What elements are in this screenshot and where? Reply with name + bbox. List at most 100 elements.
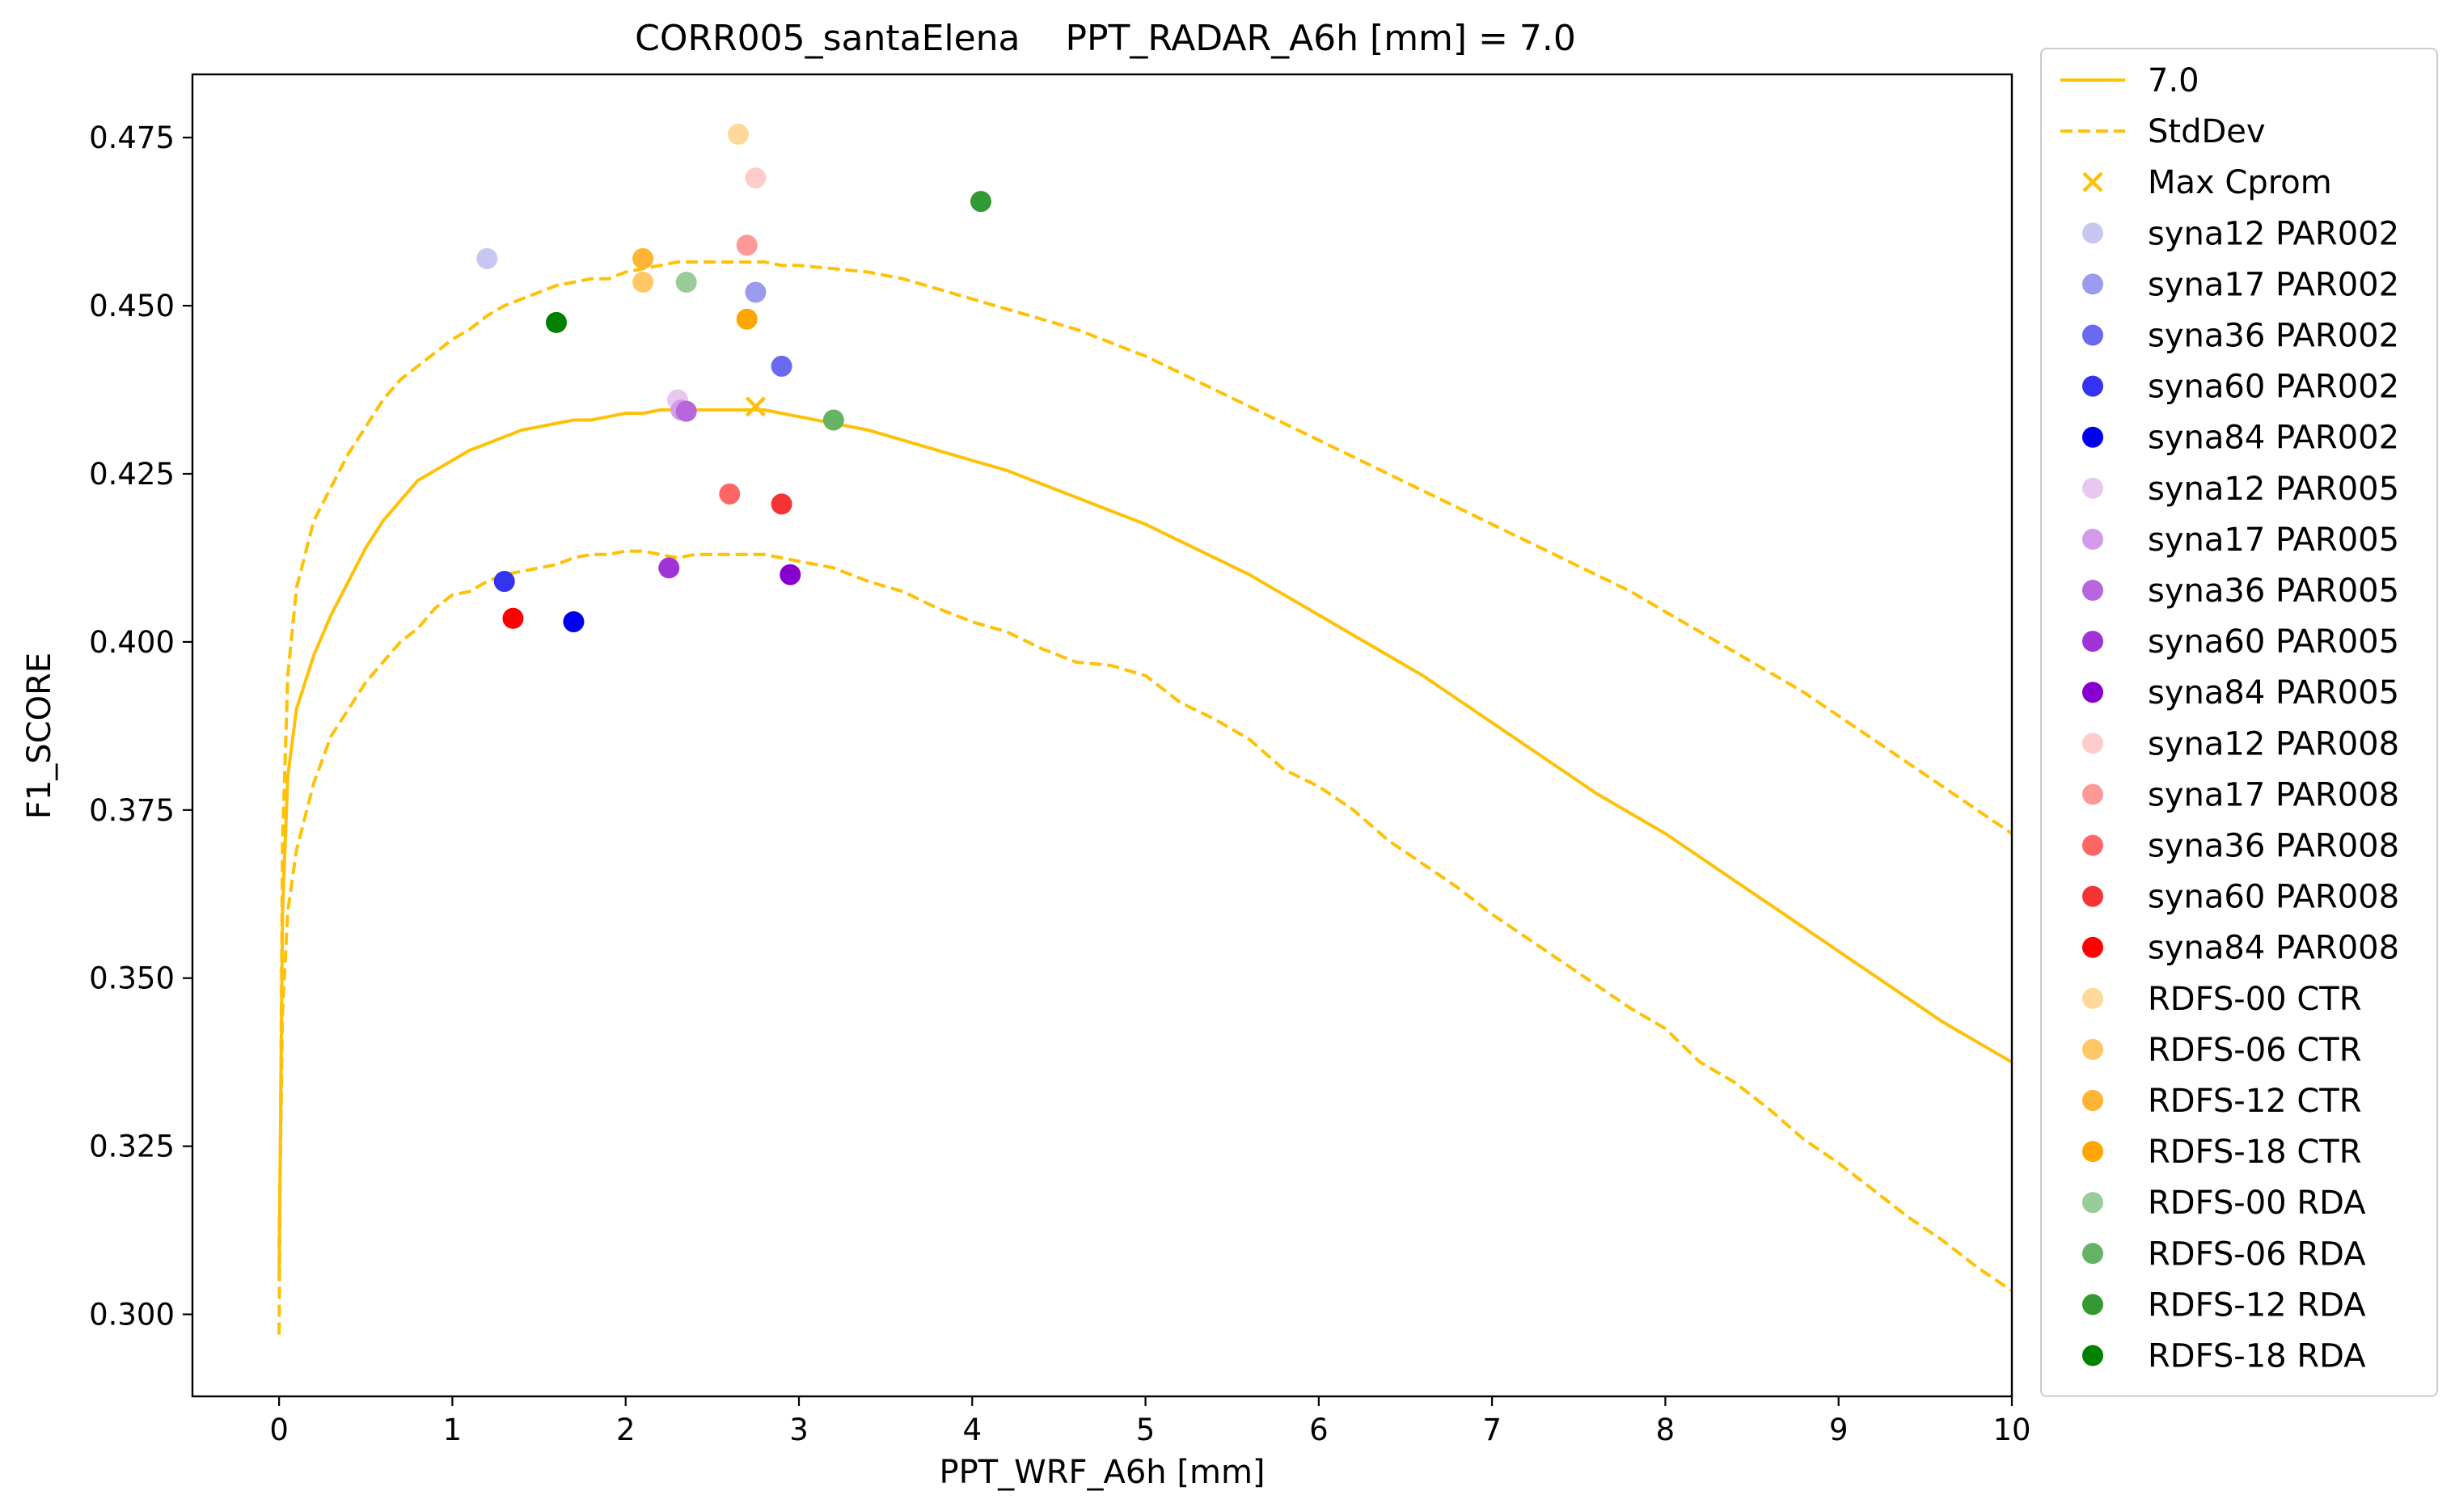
legend-swatch-dot [2082, 477, 2103, 499]
point-syna84-par002 [563, 610, 585, 632]
legend-label: RDFS-18 CTR [2148, 1134, 2362, 1171]
plot-area [192, 74, 2012, 1396]
legend: 7.0 StdDev Max Cprom syna12 PAR002 syna17 PA… [2040, 48, 2438, 1397]
legend-label: RDFS-12 CTR [2148, 1083, 2362, 1120]
y-tick-label: 0.475 [89, 120, 175, 155]
legend-label: StdDev [2148, 113, 2266, 150]
legend-entry: syna60 PAR008 [2082, 879, 2399, 916]
legend-swatch-dot [2082, 580, 2103, 601]
point-syna17-par008 [736, 234, 758, 256]
x-axis: 0 1 2 3 4 5 6 7 8 9 10 [269, 1396, 2031, 1447]
legend-entry: syna17 PAR002 [2082, 266, 2399, 303]
legend-entry: syna17 PAR005 [2082, 522, 2399, 559]
series-line-7-0 [277, 408, 2012, 1282]
y-tick-label: 0.400 [89, 625, 175, 660]
legend-label: syna17 PAR005 [2148, 522, 2399, 559]
legend-entry: syna84 PAR008 [2082, 930, 2399, 967]
point-rdfs-18-rda [546, 311, 567, 333]
y-tick-label: 0.375 [89, 793, 175, 828]
x-tick-label: 4 [963, 1413, 982, 1447]
legend-label: syna60 PAR002 [2148, 369, 2399, 406]
legend-entry: 7.0 [2060, 62, 2199, 99]
point-syna84-par008 [502, 607, 524, 629]
legend-swatch-dot [2082, 1141, 2103, 1163]
point-rdfs-12-ctr [632, 247, 654, 269]
point-rdfs-06-ctr [632, 271, 654, 293]
legend-entry: Max Cprom [2082, 164, 2332, 201]
y-tick-label: 0.300 [89, 1298, 175, 1333]
legend-swatch-dot [2082, 222, 2103, 244]
legend-label: syna36 PAR005 [2148, 572, 2399, 610]
legend-swatch-dot [2082, 273, 2103, 295]
x-tick-label: 3 [789, 1413, 809, 1447]
legend-swatch-dot [2082, 324, 2103, 346]
y-tick-label: 0.450 [89, 289, 175, 323]
legend-entry: syna12 PAR008 [2082, 725, 2399, 762]
legend-label: syna60 PAR008 [2148, 879, 2399, 916]
legend-label: syna36 PAR002 [2148, 318, 2399, 355]
legend-label: syna84 PAR005 [2148, 674, 2399, 712]
point-syna36-par005 [675, 400, 697, 422]
legend-swatch-dot [2082, 426, 2103, 448]
legend-entry: syna84 PAR005 [2082, 674, 2399, 712]
legend-swatch-dot [2082, 783, 2103, 805]
series-line-stddev-lower [277, 549, 2012, 1293]
point-syna36-par002 [771, 355, 792, 377]
legend-swatch-dot [2082, 733, 2103, 754]
x-tick-label: 0 [269, 1413, 289, 1447]
points-layer [476, 124, 991, 632]
legend-label: syna12 PAR008 [2148, 725, 2399, 762]
y-axis: 0.300 0.325 0.350 0.375 0.400 0.425 0.450 0.475 [89, 120, 192, 1333]
legend-swatch-dot [2082, 528, 2103, 550]
legend-entry: RDFS-12 CTR [2082, 1083, 2362, 1120]
x-tick-label: 2 [616, 1413, 636, 1447]
legend-entry: RDFS-00 RDA [2082, 1185, 2366, 1222]
point-syna12-par008 [745, 167, 767, 189]
legend-label: syna17 PAR002 [2148, 266, 2399, 303]
legend-label: syna84 PAR008 [2148, 930, 2399, 967]
legend-entry: syna36 PAR005 [2082, 572, 2399, 610]
legend-entry: syna12 PAR002 [2082, 215, 2399, 252]
legend-label: RDFS-06 RDA [2148, 1235, 2366, 1273]
x-tick-label: 10 [1992, 1413, 2030, 1447]
legend-label: syna84 PAR002 [2148, 420, 2399, 457]
point-syna12-par002 [476, 247, 498, 269]
y-axis-label: F1_SCORE [21, 653, 58, 819]
legend-swatch-dot [2082, 1090, 2103, 1111]
legend-label: syna60 PAR005 [2148, 623, 2399, 661]
x-axis-label: PPT_WRF_A6h [mm] [939, 1454, 1265, 1491]
legend-swatch-dot [2082, 1192, 2103, 1214]
legend-entry: RDFS-00 CTR [2082, 981, 2362, 1018]
point-syna36-par008 [719, 483, 741, 505]
x-tick-label: 5 [1136, 1413, 1156, 1447]
legend-label: syna12 PAR005 [2148, 471, 2399, 508]
legend-entry: syna60 PAR002 [2082, 369, 2399, 406]
legend-label: Max Cprom [2148, 164, 2332, 201]
point-syna84-par005 [780, 564, 801, 585]
legend-swatch-dot [2082, 1294, 2103, 1316]
point-rdfs-06-rda [822, 409, 844, 431]
legend-swatch-dot [2082, 682, 2103, 703]
legend-swatch-dot [2082, 885, 2103, 907]
x-tick-label: 9 [1829, 1413, 1849, 1447]
chart-title: CORR005_santaElena PPT_RADAR_A6h [mm] = … [635, 18, 1576, 59]
marker-max-cprom [745, 396, 767, 417]
legend-swatch-x [2082, 171, 2103, 192]
legend-label: RDFS-12 RDA [2148, 1286, 2366, 1324]
y-tick-label: 0.325 [89, 1130, 175, 1164]
legend-label: 7.0 [2148, 62, 2199, 99]
legend-swatch-dot [2082, 834, 2103, 856]
x-tick-label: 6 [1309, 1413, 1329, 1447]
point-syna17-par002 [745, 281, 767, 303]
legend-box [2040, 48, 2438, 1397]
legend-label: RDFS-00 RDA [2148, 1185, 2366, 1222]
legend-entry: RDFS-06 CTR [2082, 1032, 2362, 1069]
legend-entry: syna17 PAR008 [2082, 776, 2399, 813]
series-layer [277, 260, 2012, 1335]
legend-swatch-dot [2082, 1345, 2103, 1366]
plot-frame [191, 73, 2013, 1398]
legend-entry: syna84 PAR002 [2082, 420, 2399, 457]
legend-swatch-dot [2082, 936, 2103, 958]
point-rdfs-18-ctr [736, 308, 758, 330]
